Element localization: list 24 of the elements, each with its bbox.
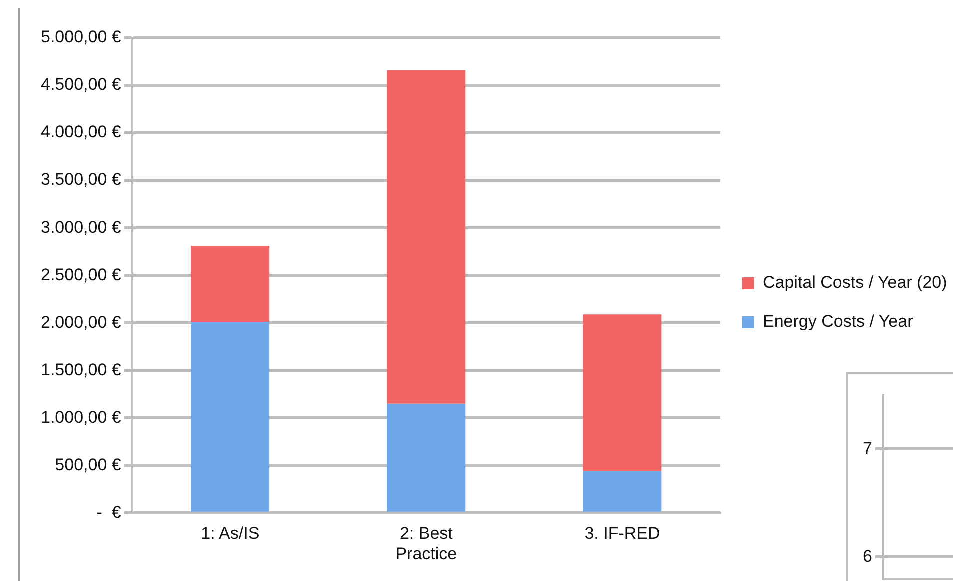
y-tick-label: 2.000,00 € [40,312,122,332]
bar [191,246,270,322]
y-tick-label: 6 [862,546,872,566]
y-tick-label: 5.000,00 € [40,28,122,47]
bar [583,314,662,472]
y-tick-label: 2.500,00 € [40,265,122,284]
bar [387,70,466,404]
bar [191,322,270,512]
y-tick-label: 500,00 € [55,455,122,474]
y-tick-label: 3.500,00 € [40,170,122,190]
y-tick-label: 1.500,00 € [40,360,122,380]
legend-label: Capital Costs / Year (20) [763,273,948,292]
legend-label: Energy Costs / Year [763,312,914,332]
y-tick-label: - € [96,502,122,522]
x-tick-label: 1: As/IS [201,524,260,544]
y-tick-label: 1.000,00 € [40,408,122,427]
y-tick-label: 4.000,00 € [40,122,122,142]
y-tick-label: 3.000,00 € [40,218,122,237]
x-tick-label: 2: Best Practice [396,524,458,564]
bar [583,471,662,512]
x-tick-label: 3. IF-RED [584,524,660,544]
y-tick-label: 7 [862,438,872,458]
bar [387,404,466,512]
y-tick-label: 4.500,00 € [40,75,122,94]
